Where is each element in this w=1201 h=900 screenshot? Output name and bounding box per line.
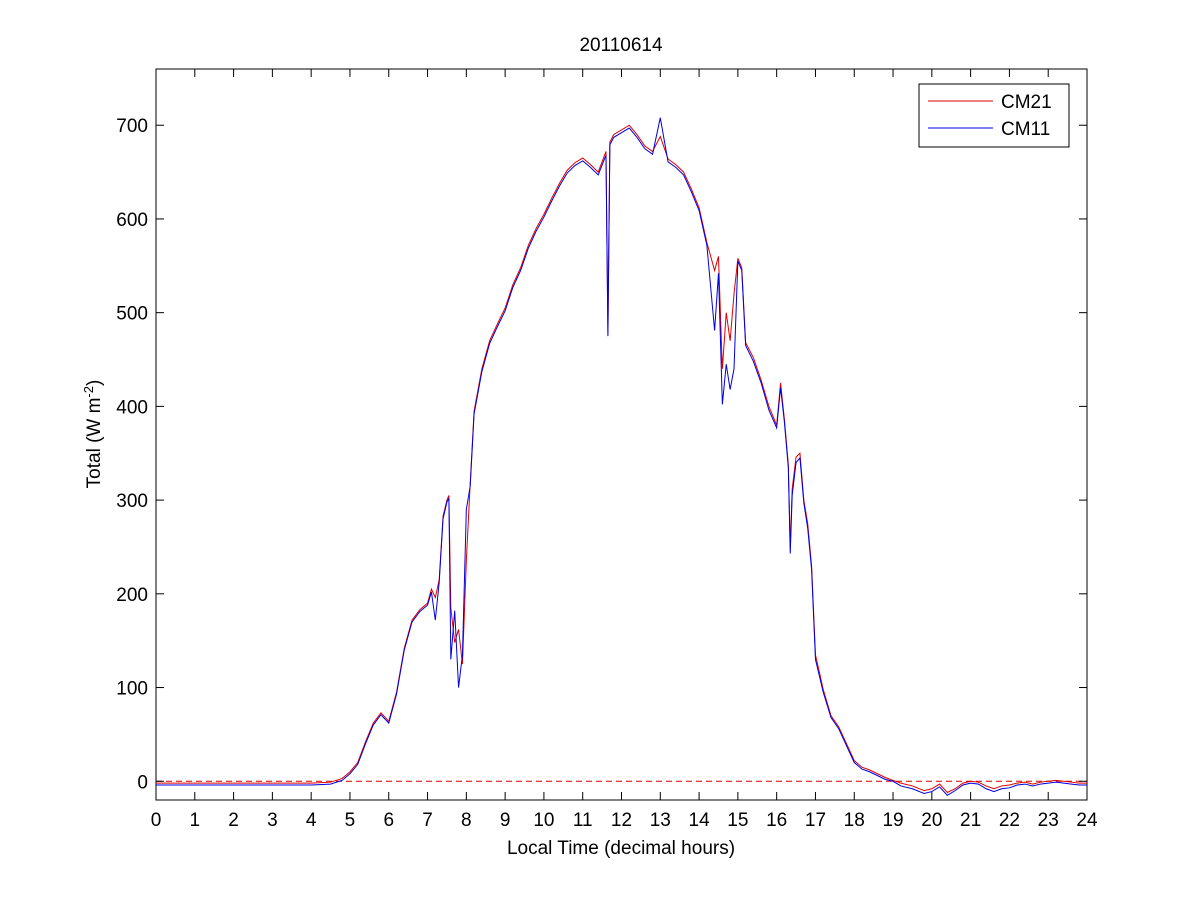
- x-tick-label: 3: [267, 810, 278, 831]
- y-tick-label: 400: [116, 397, 148, 418]
- y-axis-label-close: ): [84, 380, 105, 386]
- x-tick-label: 16: [766, 810, 787, 831]
- series-line-cm21: [156, 124, 1087, 794]
- x-axis-ticks: 0 1 2 3 4 5 6 7 8 9 10 11 12 13 14 15 16 17 18 19 20 21 22 23 24: [151, 69, 1098, 831]
- chart-title: 20110614: [579, 35, 663, 56]
- y-tick-label: 200: [116, 585, 148, 606]
- series-layer: [156, 117, 1087, 796]
- x-tick-label: 18: [844, 810, 865, 831]
- x-tick-label: 5: [345, 810, 356, 831]
- y-tick-label: 0: [137, 772, 148, 793]
- x-tick-label: 21: [960, 810, 981, 831]
- x-tick-label: 17: [805, 810, 826, 831]
- x-tick-label: 4: [306, 810, 317, 831]
- x-tick-label: 11: [573, 810, 593, 831]
- x-tick-label: 0: [151, 810, 162, 831]
- y-tick-label: 500: [116, 304, 148, 325]
- x-axis-label: Local Time (decimal hours): [507, 838, 735, 859]
- x-tick-label: 12: [611, 810, 632, 831]
- x-tick-label: 1: [190, 810, 201, 831]
- series-line-cm11: [156, 117, 1087, 796]
- plot-area-frame: [155, 68, 1088, 801]
- y-axis-label: Total (W m-2): [81, 380, 106, 489]
- x-tick-label: 8: [461, 810, 472, 831]
- x-tick-label: 20: [921, 810, 942, 831]
- x-tick-label: 6: [383, 810, 394, 831]
- x-tick-label: 9: [500, 810, 511, 831]
- y-axis-ticks: 0 100 200 300 400 500 600 700: [116, 116, 1087, 793]
- x-tick-label: 10: [533, 810, 554, 831]
- x-tick-label: 2: [228, 810, 239, 831]
- x-tick-label: 15: [727, 810, 748, 831]
- legend-box: [918, 83, 1070, 148]
- x-tick-label: 23: [1038, 810, 1059, 831]
- x-tick-label: 22: [999, 810, 1020, 831]
- legend: CM21 CM11: [918, 83, 1070, 148]
- legend-label-cm11: CM11: [1001, 119, 1050, 140]
- x-tick-label: 13: [650, 810, 671, 831]
- x-tick-label: 14: [689, 810, 711, 831]
- legend-label-cm21: CM21: [1001, 92, 1052, 113]
- x-tick-label: 24: [1076, 810, 1098, 831]
- x-tick-label: 19: [882, 810, 903, 831]
- y-tick-label: 700: [116, 116, 148, 137]
- y-axis-label-exponent: -2: [81, 386, 96, 398]
- y-tick-label: 600: [116, 210, 148, 231]
- y-axis-label-main: Total (W m: [84, 398, 105, 489]
- x-tick-label: 7: [422, 810, 433, 831]
- y-tick-label: 300: [116, 491, 148, 512]
- y-tick-label: 100: [116, 679, 148, 700]
